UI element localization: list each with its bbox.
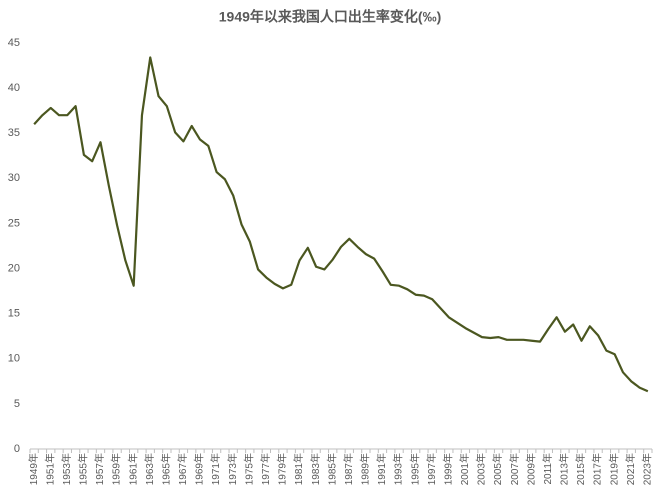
x-tick-label: 1979年 bbox=[276, 453, 289, 485]
x-tick-label: 2003年 bbox=[475, 453, 488, 485]
x-tick-label: 1951年 bbox=[43, 453, 56, 485]
chart-title: 1949年以来我国人口出生率变化(‰) bbox=[219, 9, 441, 25]
x-tick-label: 1985年 bbox=[325, 453, 338, 485]
y-tick-label: 35 bbox=[8, 127, 20, 139]
x-tick-label: 1969年 bbox=[193, 453, 206, 485]
y-tick-label: 10 bbox=[8, 353, 20, 365]
x-tick-label: 1997年 bbox=[425, 453, 438, 485]
x-tick-label: 1989年 bbox=[359, 453, 372, 485]
x-tick-label: 2007年 bbox=[508, 453, 521, 485]
y-tick-label: 30 bbox=[8, 172, 20, 184]
x-tick-label: 1975年 bbox=[242, 453, 255, 485]
y-tick-label: 15 bbox=[8, 308, 20, 320]
y-tick-label: 5 bbox=[14, 398, 20, 410]
y-tick-label: 25 bbox=[8, 217, 20, 229]
x-tick-label: 1993年 bbox=[392, 453, 405, 485]
x-tick-label: 1961年 bbox=[126, 453, 139, 485]
x-tick-label: 1987年 bbox=[342, 453, 355, 485]
x-tick-label: 2019年 bbox=[607, 453, 620, 485]
x-tick-label: 1999年 bbox=[441, 453, 454, 485]
x-tick-label: 2013年 bbox=[558, 453, 571, 485]
x-tick-label: 2017年 bbox=[591, 453, 604, 485]
y-tick-label: 40 bbox=[8, 82, 20, 94]
x-tick-label: 1973年 bbox=[226, 453, 239, 485]
x-tick-label: 1955年 bbox=[77, 453, 90, 485]
x-tick-label: 1959年 bbox=[110, 453, 123, 485]
x-tick-label: 2001年 bbox=[458, 453, 471, 485]
x-tick-label: 1963年 bbox=[143, 453, 156, 485]
x-tick-label: 2005年 bbox=[491, 453, 504, 485]
x-tick-label: 2011年 bbox=[541, 453, 554, 485]
x-tick-label: 2015年 bbox=[574, 453, 587, 485]
x-tick-label: 1977年 bbox=[259, 453, 272, 485]
x-tick-label: 1981年 bbox=[292, 453, 305, 485]
x-tick-label: 1949年 bbox=[27, 453, 40, 485]
x-tick-label: 1995年 bbox=[408, 453, 421, 485]
y-tick-label: 20 bbox=[8, 262, 20, 274]
y-tick-label: 45 bbox=[8, 37, 20, 49]
line-series bbox=[33, 56, 649, 393]
x-tick-label: 2009年 bbox=[524, 453, 537, 485]
x-tick-label: 1967年 bbox=[176, 453, 189, 485]
y-tick-label: 0 bbox=[14, 443, 20, 455]
x-tick-label: 1957年 bbox=[93, 453, 106, 485]
x-tick-label: 1971年 bbox=[209, 453, 222, 485]
x-tick-label: 1953年 bbox=[60, 453, 73, 485]
x-tick-label: 2021年 bbox=[624, 453, 637, 485]
x-tick-label: 1965年 bbox=[159, 453, 172, 485]
x-tick-label: 2023年 bbox=[640, 453, 653, 485]
x-tick-label: 1983年 bbox=[309, 453, 322, 485]
x-tick-label: 1991年 bbox=[375, 453, 388, 485]
